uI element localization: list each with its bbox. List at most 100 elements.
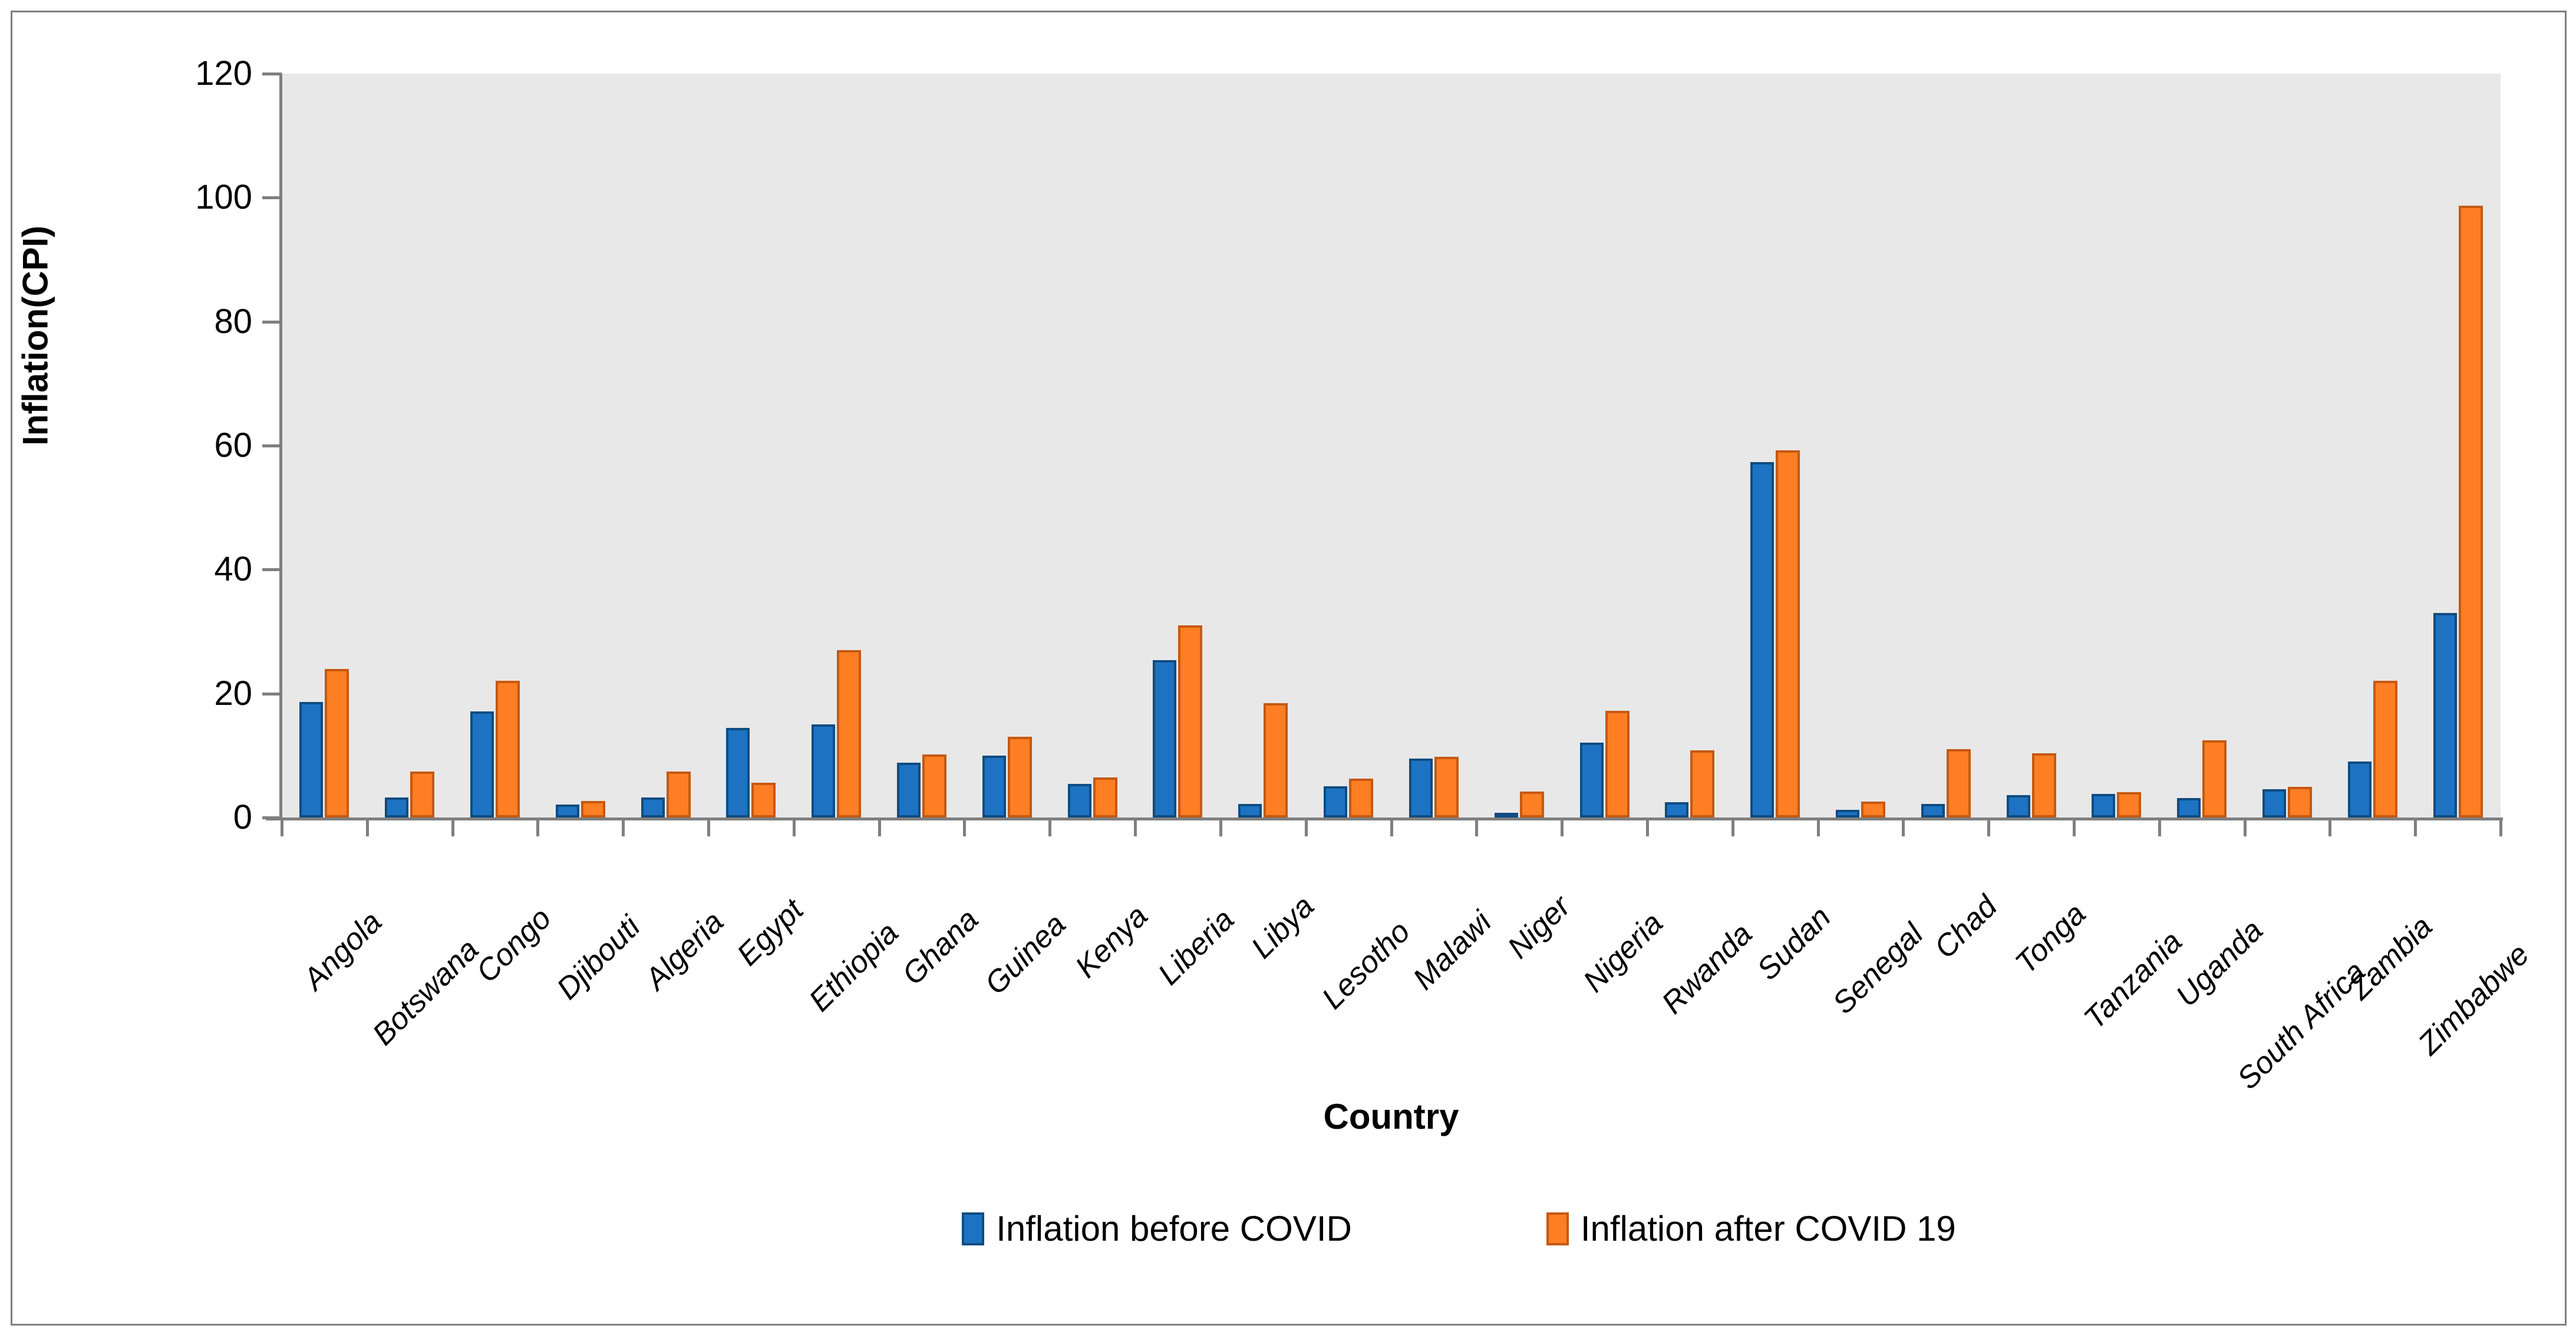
bar-after-covid-zimbabwe [2458,206,2483,818]
bar-after-covid-south-africa [2287,787,2312,818]
legend-swatch-after-covid-icon [1546,1212,1569,1245]
x-tick-2 [451,820,454,836]
bar-before-covid-libya [1238,803,1262,818]
x-tick-13 [1390,820,1393,836]
x-tick-18 [1816,820,1820,836]
bar-after-covid-botswana [410,772,435,818]
bar-before-covid-sudan [1750,462,1774,818]
bar-after-covid-sudan [1776,450,1800,818]
bar-before-covid-senegal [1835,810,1859,818]
legend-label-before-covid: Inflation before COVID [996,1209,1352,1248]
bar-after-covid-malawi [1434,756,1459,818]
x-tick-19 [1902,820,1905,836]
bar-before-covid-angola [299,702,324,818]
bar-before-covid-rwanda [1665,802,1689,818]
x-tick-4 [622,820,625,836]
bar-before-covid-ethiopia [812,724,836,818]
bar-before-covid-algeria [641,797,665,818]
x-tick-10 [1134,820,1137,836]
x-tick-8 [963,820,967,836]
x-tick-9 [1048,820,1052,836]
bar-before-covid-botswana [385,797,409,818]
bar-after-covid-rwanda [1690,750,1715,818]
y-tick-label-80: 80 [214,302,252,341]
x-tick-25 [2414,820,2417,836]
bar-before-covid-lesotho [1324,786,1348,818]
y-tick-20 [262,692,282,695]
y-tick-label-120: 120 [195,54,252,93]
bar-before-covid-south-africa [2262,789,2286,818]
x-tick-23 [2243,820,2247,836]
legend-swatch-before-covid-icon [962,1212,985,1245]
x-tick-12 [1304,820,1308,836]
bar-before-covid-guinea [982,755,1006,818]
bar-after-covid-egypt [751,783,776,818]
bar-after-covid-ghana [922,754,947,818]
y-tick-60 [262,444,282,447]
y-axis-title: Inflation(CPI) [15,225,55,446]
bar-before-covid-malawi [1409,759,1433,818]
y-tick-label-100: 100 [195,178,252,217]
bar-before-covid-egypt [726,727,750,818]
bar-after-covid-liberia [1178,625,1203,818]
y-tick-100 [262,196,282,200]
x-tick-22 [2158,820,2161,836]
y-tick-80 [262,320,282,324]
bar-before-covid-niger [1494,812,1518,818]
bar-after-covid-kenya [1093,777,1117,818]
legend-item-after-covid: Inflation after COVID 19 [1546,1208,1956,1249]
bar-after-covid-nigeria [1605,711,1630,818]
bar-after-covid-ethiopia [837,650,862,818]
x-tick-0 [281,820,283,836]
x-tick-21 [2072,820,2076,836]
bar-after-covid-chad [1946,749,1971,818]
x-tick-26 [2499,820,2502,836]
legend-label-after-covid: Inflation after COVID 19 [1580,1209,1956,1248]
x-tick-5 [707,820,711,836]
bar-after-covid-tonga [2031,753,2056,818]
x-tick-6 [792,820,796,836]
bar-before-covid-chad [1921,803,1945,818]
bar-after-covid-zambia [2373,680,2397,818]
bar-after-covid-senegal [1861,801,1885,818]
y-tick-0 [262,816,282,819]
y-tick-label-60: 60 [214,426,252,464]
x-tick-1 [365,820,369,836]
legend-item-before-covid: Inflation before COVID [962,1208,1352,1249]
bar-before-covid-tonga [2006,795,2030,818]
plot-area [282,74,2501,818]
x-tick-20 [1987,820,1991,836]
x-tick-3 [536,820,540,836]
y-tick-40 [262,568,282,572]
bar-after-covid-guinea [1007,737,1032,818]
x-axis-title: Country [1323,1097,1459,1136]
bar-after-covid-congo [496,680,520,818]
x-tick-11 [1219,820,1222,836]
x-axis-line [266,818,2503,820]
x-tick-24 [2328,820,2332,836]
bar-after-covid-libya [1264,703,1288,818]
x-tick-15 [1561,820,1564,836]
x-tick-7 [878,820,881,836]
bar-after-covid-niger [1519,791,1544,818]
bar-before-covid-uganda [2177,798,2201,818]
bar-after-covid-djibouti [580,800,605,818]
bar-before-covid-zimbabwe [2433,612,2457,818]
bar-after-covid-tanzania [2117,792,2142,818]
x-tick-16 [1645,820,1649,836]
x-tick-17 [1731,820,1734,836]
legend: Inflation before COVID Inflation after C… [171,1208,2576,1249]
bar-before-covid-liberia [1153,660,1177,818]
y-tick-120 [262,72,282,75]
bar-before-covid-zambia [2347,762,2371,818]
bar-before-covid-kenya [1067,784,1091,818]
bar-after-covid-uganda [2202,740,2227,818]
bar-after-covid-lesotho [1349,778,1374,818]
bar-after-covid-algeria [666,772,691,818]
bar-before-covid-congo [470,711,494,818]
x-tick-14 [1475,820,1479,836]
y-tick-label-20: 20 [214,674,252,713]
y-tick-label-0: 0 [233,798,252,836]
bar-before-covid-tanzania [2092,794,2116,818]
bar-before-covid-ghana [897,763,921,818]
